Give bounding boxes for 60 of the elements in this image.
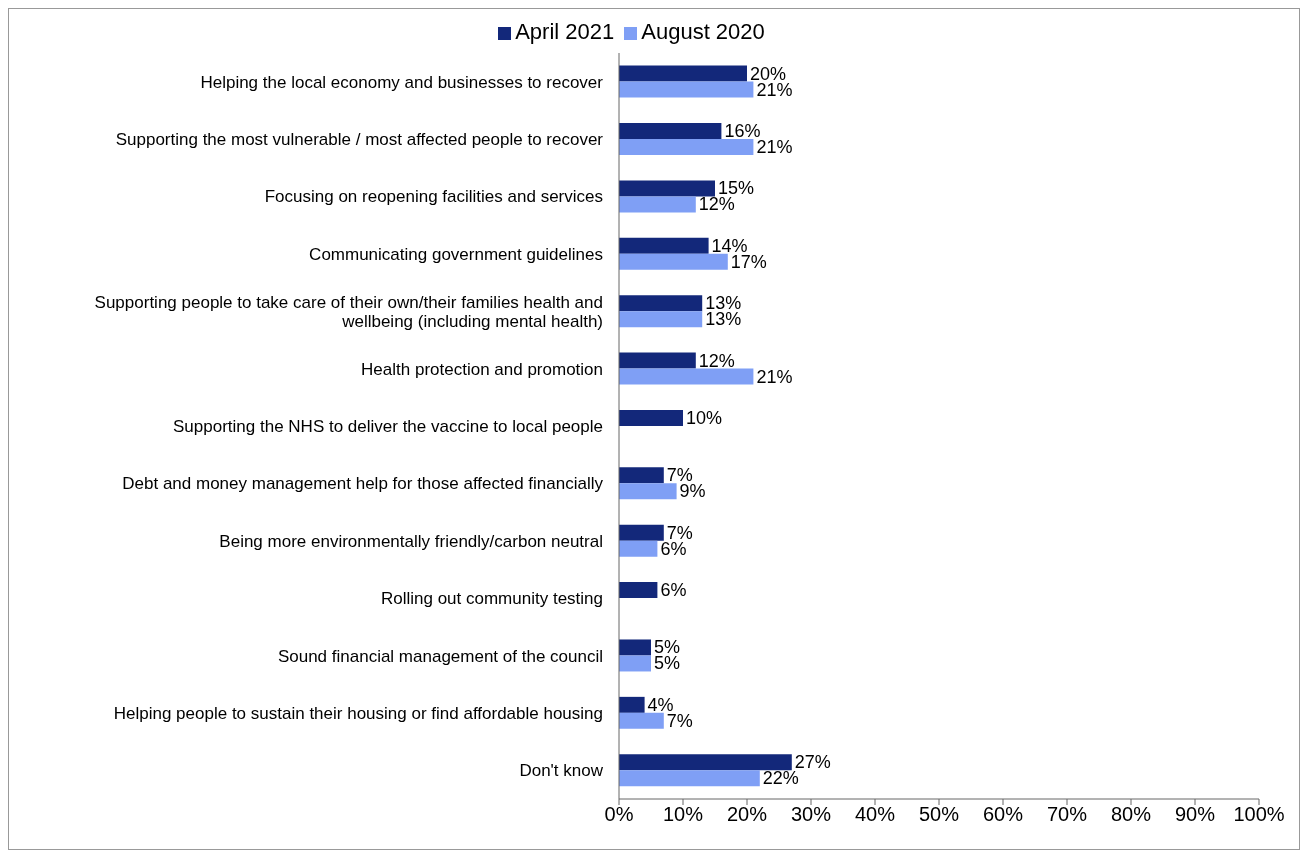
x-tick-label: 0% (604, 803, 634, 826)
y-tick-label: Supporting people to take care of their own/their families health and wellbeing (including mental health) (94, 292, 603, 331)
bar (619, 639, 651, 656)
bar (619, 65, 747, 82)
data-label: 21% (756, 137, 793, 158)
bar (619, 81, 754, 98)
bar (619, 770, 760, 787)
x-tick-label: 60% (982, 803, 1024, 826)
bar (619, 524, 664, 541)
bar (619, 754, 792, 771)
bar (619, 253, 728, 270)
y-tick-label: Sound financial management of the council (277, 646, 603, 666)
x-tick-label: 90% (1174, 803, 1216, 826)
data-label: 12% (698, 194, 735, 215)
bar (619, 409, 683, 426)
y-tick-label: Being more environmentally friendly/carbon neutral (219, 531, 603, 551)
data-label: 13% (705, 309, 742, 330)
legend-label: April 2021 (515, 19, 615, 44)
x-tick-label: 100% (1233, 803, 1285, 826)
y-tick-label: Don't know (519, 760, 604, 780)
legend-label: August 2020 (641, 19, 765, 44)
y-tick-label: Supporting the most vulnerable / most affected people to recover (115, 129, 604, 149)
data-label: 21% (756, 366, 793, 387)
x-tick-label: 30% (790, 803, 832, 826)
bar (619, 139, 754, 156)
x-tick-label: 70% (1046, 803, 1088, 826)
bar (619, 311, 703, 328)
bar (619, 196, 696, 213)
bar (619, 352, 696, 369)
y-tick-label: Focusing on reopening facilities and services (264, 186, 603, 206)
bar (619, 180, 715, 197)
data-label: 10% (686, 407, 723, 428)
y-tick-label: Rolling out community testing (380, 588, 603, 608)
bar (619, 483, 677, 500)
x-tick-label: 10% (662, 803, 704, 826)
y-tick-label: Helping people to sustain their housing or find affordable housing (113, 703, 603, 723)
data-label: 12% (698, 350, 735, 371)
bar (619, 540, 658, 557)
bar (619, 237, 709, 254)
data-label: 6% (660, 580, 687, 601)
data-label: 5% (654, 653, 681, 674)
data-label: 22% (762, 768, 799, 789)
bar (619, 467, 664, 484)
bar (619, 368, 754, 385)
x-tick-label: 20% (726, 803, 768, 826)
bar (619, 582, 658, 599)
bar (619, 655, 651, 672)
data-label: 9% (679, 481, 706, 502)
bar (619, 696, 645, 713)
y-tick-label: Supporting the NHS to deliver the vaccine to local people (173, 416, 603, 436)
y-tick-label: Health protection and promotion (361, 359, 603, 379)
x-tick-label: 80% (1110, 803, 1152, 826)
bar (619, 123, 722, 140)
bar (619, 295, 703, 312)
x-tick-label: 50% (918, 803, 960, 826)
y-tick-label: Communicating government guidelines (309, 244, 603, 264)
y-tick-label: Helping the local economy and businesses to recover (200, 72, 604, 92)
bar (619, 712, 664, 729)
y-tick-label: Debt and money management help for those affected financially (122, 473, 604, 493)
x-tick-label: 40% (854, 803, 896, 826)
